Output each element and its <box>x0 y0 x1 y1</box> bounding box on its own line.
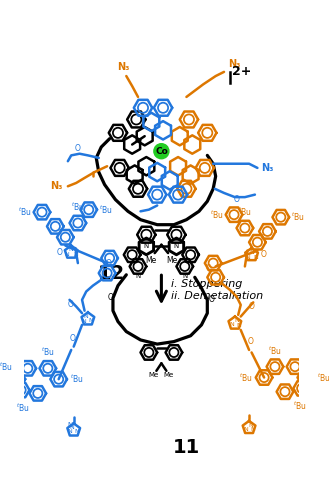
Text: N₃: N₃ <box>228 60 240 70</box>
Text: N: N <box>237 323 241 328</box>
Text: O: O <box>208 296 214 304</box>
Text: ii. Demetallation: ii. Demetallation <box>171 290 264 300</box>
Text: N: N <box>75 430 79 434</box>
Text: N: N <box>73 252 78 258</box>
Text: O: O <box>69 334 75 343</box>
Text: $^t$Bu: $^t$Bu <box>210 208 224 221</box>
Text: N: N <box>135 273 140 279</box>
Text: O: O <box>260 250 266 260</box>
Text: N₃: N₃ <box>262 163 274 173</box>
Circle shape <box>154 144 169 158</box>
Text: 12: 12 <box>98 264 125 283</box>
Text: O: O <box>108 293 114 302</box>
Text: Me: Me <box>164 372 174 378</box>
Text: 2+: 2+ <box>232 64 252 78</box>
Text: N: N <box>251 427 256 432</box>
Text: N: N <box>248 422 253 428</box>
Text: $^t$Bu: $^t$Bu <box>293 400 307 412</box>
Text: Me: Me <box>146 256 157 264</box>
Text: $^t$Bu: $^t$Bu <box>268 344 282 356</box>
Text: N: N <box>229 322 234 328</box>
Text: O: O <box>57 248 63 256</box>
Text: $^t$Bu: $^t$Bu <box>240 372 253 384</box>
Text: i. Stoppering: i. Stoppering <box>171 279 243 289</box>
Text: N: N <box>70 425 74 430</box>
Text: $^t$Bu: $^t$Bu <box>16 402 30 414</box>
Text: $^t$Bu: $^t$Bu <box>0 360 13 373</box>
Text: N: N <box>249 250 254 254</box>
Text: $^t$Bu: $^t$Bu <box>69 373 83 386</box>
Text: $^t$Bu: $^t$Bu <box>41 346 55 358</box>
Text: O: O <box>206 264 212 272</box>
Text: N: N <box>65 252 69 258</box>
Text: N: N <box>84 314 89 319</box>
Text: $^t$Bu: $^t$Bu <box>291 211 305 224</box>
Text: N: N <box>67 430 72 434</box>
Text: N: N <box>89 318 94 323</box>
Text: N: N <box>243 427 248 432</box>
Text: N₃: N₃ <box>50 182 63 192</box>
Text: O: O <box>68 300 74 310</box>
Text: $^t$Bu: $^t$Bu <box>238 206 252 218</box>
Text: $^t$Bu: $^t$Bu <box>317 372 329 384</box>
Text: N: N <box>253 255 258 260</box>
Text: N: N <box>69 247 74 252</box>
Text: N: N <box>245 255 250 260</box>
Text: Me: Me <box>166 256 177 264</box>
Text: O: O <box>75 144 81 153</box>
Text: N: N <box>68 422 73 428</box>
Text: N: N <box>174 244 179 250</box>
Text: Me: Me <box>149 372 159 378</box>
Text: $^t$Bu: $^t$Bu <box>99 204 113 216</box>
Text: O: O <box>234 196 240 204</box>
Text: N: N <box>234 318 239 323</box>
Text: O: O <box>249 302 255 311</box>
Text: Co: Co <box>155 146 168 156</box>
Text: N: N <box>81 319 86 324</box>
Text: $^t$Bu: $^t$Bu <box>18 206 32 218</box>
Text: N: N <box>144 244 149 250</box>
Text: O: O <box>247 337 253 346</box>
Text: 11: 11 <box>173 438 200 458</box>
Text: N₃: N₃ <box>117 62 129 72</box>
Text: $^t$Bu: $^t$Bu <box>71 200 85 213</box>
Text: N: N <box>182 273 188 279</box>
Text: O: O <box>105 258 111 268</box>
